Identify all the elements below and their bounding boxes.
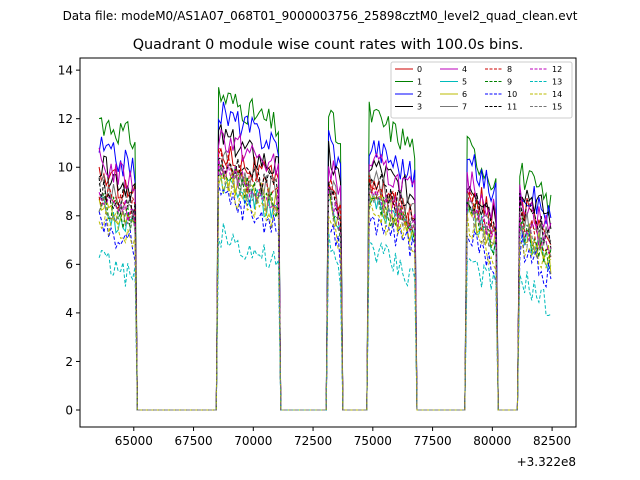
plot-frame: [79, 57, 577, 428]
series-15-line: [98, 167, 552, 411]
chart-title: Quadrant 0 module wise count rates with …: [133, 37, 524, 53]
legend-entry-6: 6: [462, 90, 467, 99]
y-tick-label: 10: [58, 161, 73, 175]
series-14-line: [98, 174, 552, 411]
y-tick-label: 12: [58, 112, 73, 126]
legend-box: [390, 61, 573, 119]
legend-entry-13: 13: [552, 78, 562, 87]
legend-entry-15: 15: [552, 103, 562, 112]
x-tick-label: 82500: [533, 434, 571, 448]
y-tick-label: 8: [65, 209, 73, 223]
legend-entry-7: 7: [462, 103, 467, 112]
legend-entry-11: 11: [507, 103, 517, 112]
legend-entry-0: 0: [417, 65, 422, 74]
legend-entry-8: 8: [507, 65, 512, 74]
legend-entry-1: 1: [417, 78, 422, 87]
legend-entry-5: 5: [462, 78, 467, 87]
legend-entry-12: 12: [552, 65, 562, 74]
x-tick-label: 80000: [473, 434, 511, 448]
y-axis: 0 2 4 6 8 10 12 14: [58, 63, 80, 417]
y-tick-label: 2: [65, 355, 73, 369]
x-tick-label: 65000: [115, 434, 153, 448]
y-tick-label: 0: [65, 403, 73, 417]
legend-entry-2: 2: [417, 90, 422, 99]
x-axis: 65000 67500 70000 72500 75000 77500 80000 82500: [115, 427, 571, 448]
x-tick-label: 77500: [413, 434, 451, 448]
x-tick-label: 70000: [234, 434, 272, 448]
legend-entry-3: 3: [417, 103, 422, 112]
y-tick-label: 6: [65, 258, 73, 272]
x-offset-label: +3.322e8: [517, 455, 576, 469]
y-tick-label: 4: [65, 306, 73, 320]
x-tick-label: 75000: [354, 434, 392, 448]
x-tick-label: 67500: [174, 434, 212, 448]
legend-entry-4: 4: [462, 65, 467, 74]
series-layer: [98, 87, 552, 411]
legend-entry-14: 14: [552, 90, 562, 99]
x-tick-label: 72500: [294, 434, 332, 448]
legend-entry-10: 10: [507, 90, 517, 99]
y-tick-label: 14: [58, 63, 73, 77]
chart-suptitle: Data file: modeM0/AS1A07_068T01_90000037…: [63, 9, 578, 23]
legend-entry-9: 9: [507, 78, 512, 87]
